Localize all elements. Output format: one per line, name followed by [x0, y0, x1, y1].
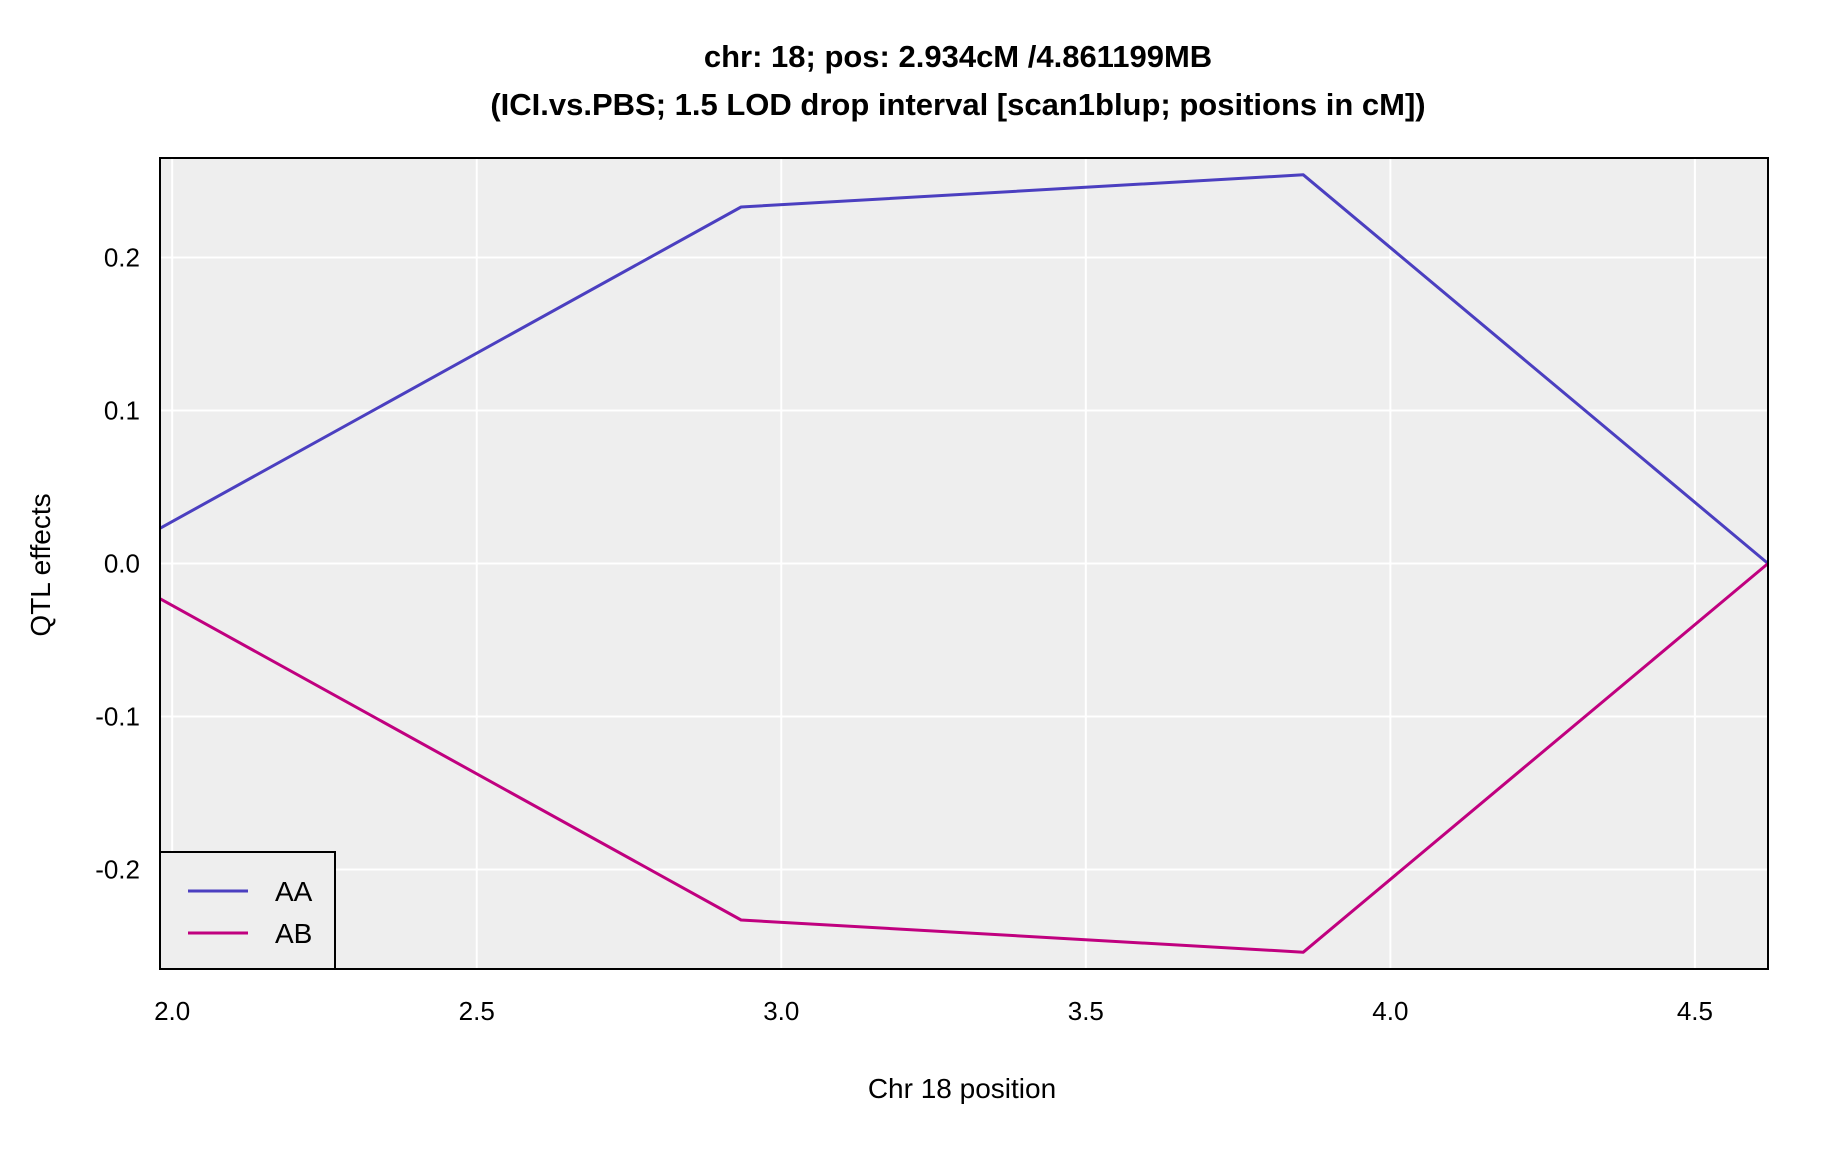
- series-line-aa: [159, 173, 1769, 565]
- legend-box: [159, 851, 336, 970]
- x-tick-label: 2.5: [459, 996, 495, 1026]
- legend-label-ab: AB: [275, 918, 312, 949]
- series-line-ab: [159, 562, 1769, 954]
- y-tick-label: 0.2: [104, 242, 140, 272]
- legend-label-aa: AA: [275, 876, 313, 907]
- grid-lines: [160, 158, 1768, 969]
- chart-title: chr: 18; pos: 2.934cM /4.861199MB: [704, 39, 1212, 74]
- x-axis-ticks: 2.0 2.5 3.0 3.5 4.0 4.5: [154, 996, 1713, 1026]
- x-tick-label: 3.5: [1068, 996, 1104, 1026]
- y-tick-label: -0.2: [95, 855, 140, 885]
- x-tick-label: 2.0: [154, 996, 190, 1026]
- x-tick-label: 4.5: [1677, 996, 1713, 1026]
- y-tick-label: 0.0: [104, 549, 140, 579]
- plot-frame: [159, 157, 1769, 970]
- legend: AA AB: [159, 851, 336, 970]
- y-tick-label: 0.1: [104, 395, 140, 425]
- chart-subtitle: (ICI.vs.PBS; 1.5 LOD drop interval [scan…: [490, 87, 1425, 122]
- x-tick-label: 4.0: [1372, 996, 1408, 1026]
- y-axis-ticks: -0.2 -0.1 0.0 0.1 0.2: [95, 242, 140, 884]
- y-axis-label: QTL effects: [25, 493, 56, 636]
- x-tick-label: 3.0: [763, 996, 799, 1026]
- x-axis-label: Chr 18 position: [868, 1073, 1056, 1104]
- y-tick-label: -0.1: [95, 702, 140, 732]
- series-layer: [159, 173, 1769, 954]
